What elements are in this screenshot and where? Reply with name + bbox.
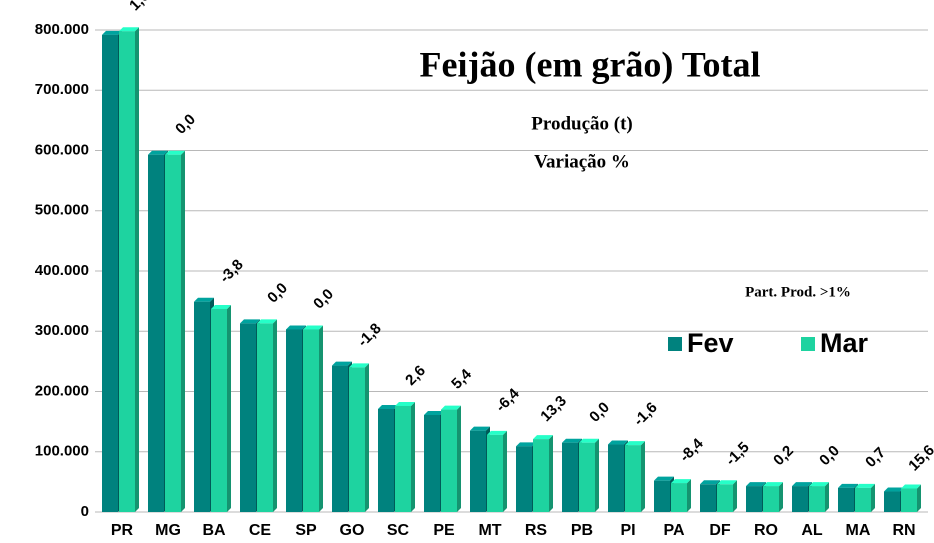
variation-label: -1,8: [354, 320, 384, 350]
variation-label: 15,6: [905, 442, 934, 475]
bar: [763, 482, 783, 512]
chart-title: Feijão (em grão) Total: [420, 44, 761, 84]
x-tick-label: MA: [846, 522, 871, 539]
variation-label: 0,0: [172, 111, 199, 138]
variation-label: 0,0: [264, 280, 291, 307]
bar: [303, 325, 323, 512]
y-tick-label: 400.000: [35, 262, 89, 279]
x-tick-label: DF: [709, 522, 731, 539]
variation-label: -1,5: [722, 439, 752, 469]
bar: [211, 304, 231, 512]
legend-swatch: [668, 337, 682, 351]
bar: [717, 480, 737, 512]
bar: [395, 401, 415, 512]
variation-label: 0,0: [816, 442, 843, 469]
x-tick-label: RN: [892, 522, 915, 539]
bar: [625, 441, 645, 512]
variation-label: 5,4: [448, 365, 475, 392]
y-tick-label: 700.000: [35, 81, 89, 98]
bar: [349, 363, 369, 512]
legend-label: Mar: [820, 328, 869, 358]
variation-label: 1,0: [126, 0, 153, 14]
bar: [487, 430, 507, 512]
bar: [901, 484, 921, 512]
variation-label: 13,3: [537, 392, 570, 425]
x-tick-label: RO: [754, 522, 778, 539]
variation-label: -3,8: [216, 256, 246, 286]
legend-label: Fev: [687, 328, 734, 358]
variation-label: 0,0: [310, 286, 337, 313]
bar: [441, 405, 461, 512]
legend-swatch: [801, 337, 815, 351]
x-tick-label: BA: [202, 522, 226, 539]
bar: [533, 435, 553, 512]
variation-label: 0,7: [862, 444, 889, 471]
x-tick-label: GO: [340, 522, 365, 539]
x-tick-label: SP: [295, 522, 317, 539]
variation-label: -6,4: [492, 385, 523, 416]
y-tick-label: 800.000: [35, 21, 89, 38]
x-tick-label: PB: [571, 522, 593, 539]
bar: [579, 438, 599, 512]
variation-label: 2,6: [402, 362, 429, 389]
x-tick-label: MG: [155, 522, 181, 539]
x-tick-label: RS: [525, 522, 548, 539]
y-tick-label: 0: [81, 503, 89, 520]
y-tick-label: 100.000: [35, 443, 89, 460]
x-tick-label: SC: [387, 522, 410, 539]
variation-label: -8,4: [676, 435, 707, 466]
x-tick-label: AL: [801, 522, 823, 539]
note: Part. Prod. >1%: [745, 284, 851, 300]
y-tick-label: 500.000: [35, 202, 89, 219]
bar: [809, 482, 829, 512]
y-tick-label: 600.000: [35, 141, 89, 158]
bar: [671, 479, 691, 512]
bar: [165, 150, 185, 512]
x-tick-label: CE: [249, 522, 272, 539]
y-tick-label: 200.000: [35, 382, 89, 399]
x-tick-label: PR: [111, 522, 134, 539]
variation-label: 0,0: [586, 399, 613, 426]
bar: [855, 483, 875, 512]
variation-label: 0,2: [770, 442, 797, 469]
variation-title: Variação %: [534, 151, 630, 172]
x-tick-label: PE: [433, 522, 455, 539]
bar: [119, 27, 139, 513]
chart-subtitle: Produção (t): [531, 113, 633, 134]
x-tick-label: PA: [663, 522, 684, 539]
y-tick-label: 300.000: [35, 322, 89, 339]
x-tick-label: PI: [620, 522, 635, 539]
bar: [257, 319, 277, 512]
variation-label: -1,6: [630, 399, 660, 429]
x-tick-label: MT: [478, 522, 501, 539]
